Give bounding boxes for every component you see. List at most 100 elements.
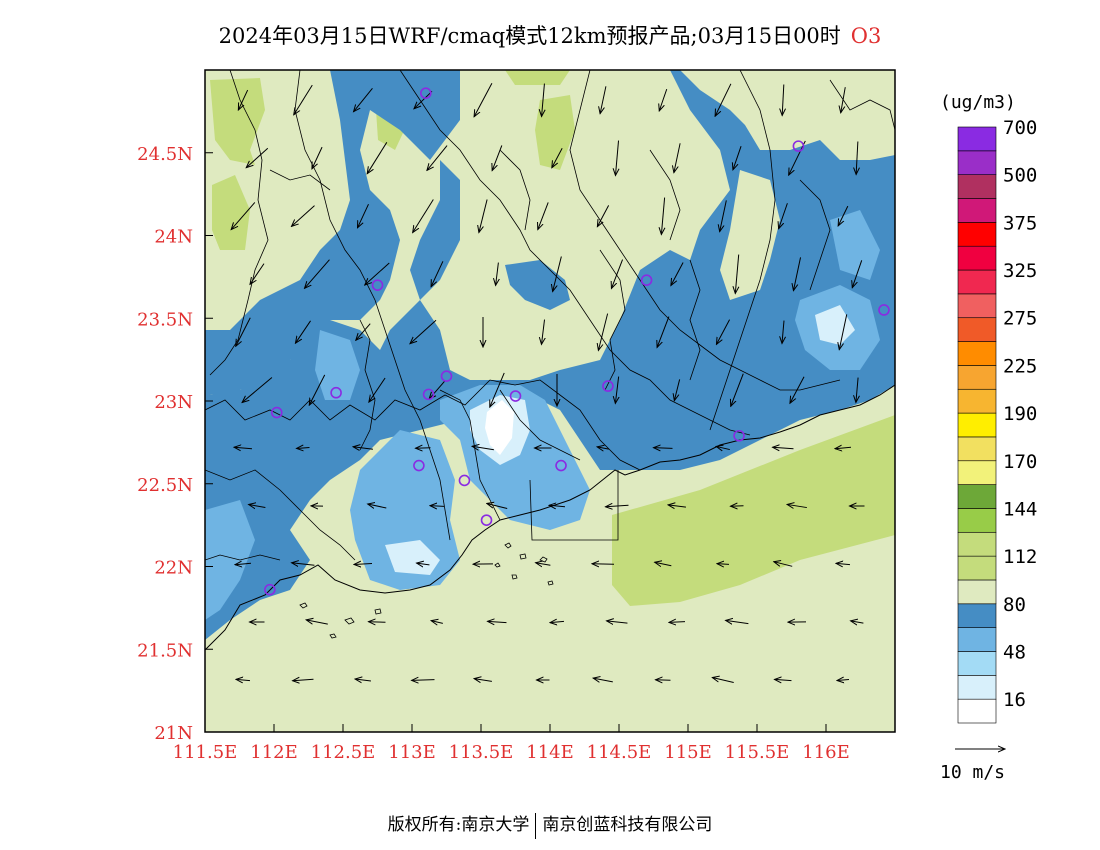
- islands: [299, 542, 554, 639]
- ozone-patch-northeast: [830, 210, 880, 280]
- station-marker: [371, 279, 384, 291]
- legend-swatch: [957, 365, 997, 390]
- y-tick-label: 22.5N: [137, 475, 193, 496]
- wind-arrow: [492, 145, 503, 170]
- wind-arrow: [291, 205, 315, 227]
- legend-swatch: [957, 675, 997, 700]
- wind-arrow: [238, 89, 249, 110]
- station-marker: [458, 474, 471, 487]
- wind-arrow: [297, 448, 310, 449]
- x-tick-label: 113E: [388, 742, 436, 763]
- wind-arrow: [305, 259, 330, 289]
- wind-arrow: [294, 84, 313, 115]
- wind-arrow: [600, 86, 607, 113]
- wind-arrow: [779, 203, 788, 229]
- wind-arrow: [659, 88, 668, 111]
- wind-arrow: [774, 562, 793, 567]
- ozone-patch-w: [212, 175, 250, 250]
- legend-label: 700: [1003, 117, 1037, 139]
- wind-arrow: [787, 504, 807, 507]
- station-marker: [878, 304, 890, 316]
- legend-swatch: [957, 198, 997, 223]
- station-marker: [640, 274, 653, 286]
- legend-swatch: [957, 293, 997, 319]
- legend-swatch: [957, 651, 997, 676]
- wind-arrow: [552, 148, 563, 167]
- wind-arrow: [472, 446, 494, 449]
- wind-arrow: [549, 505, 566, 506]
- wind-arrow: [367, 142, 388, 173]
- wind-arrow: [597, 447, 609, 449]
- color-legend: (ug/m3) 16 48 80 112 144 170 190 225 275 325 375 50…: [940, 92, 1037, 724]
- legend-swatch: [957, 531, 997, 557]
- ozone-patch-sea: [612, 415, 895, 606]
- wind-arrow: [369, 622, 386, 623]
- legend-swatch: [957, 412, 997, 438]
- wind-arrow: [775, 679, 792, 680]
- footer-company: 南京创蓝科技有限公司: [542, 815, 713, 835]
- wind-arrow: [726, 620, 749, 623]
- wind-arrow: [410, 319, 437, 343]
- wind-arrow: [354, 88, 373, 111]
- wind-arrow: [657, 316, 670, 348]
- station-marker: [330, 386, 342, 399]
- wind-arrow: [365, 262, 390, 285]
- y-tick-label: 21.5N: [137, 640, 193, 661]
- ozone-patch-jiangmen: [350, 430, 460, 590]
- wind-arrow: [312, 146, 323, 169]
- wind-arrow: [782, 84, 784, 116]
- wind-arrow: [611, 259, 624, 289]
- wind-reference: 10 m/s: [940, 749, 1005, 783]
- x-tick-label: 113.5E: [449, 742, 514, 763]
- wind-arrow: [474, 679, 492, 682]
- wind-arrow: [773, 447, 794, 448]
- ozone-patch-zhaoqing: [315, 330, 360, 400]
- y-tick-label: 21N: [154, 723, 193, 744]
- wind-arrow: [293, 679, 314, 680]
- wind-arrow: [479, 199, 488, 233]
- wind-arrow: [358, 204, 369, 228]
- legend-label: 170: [1003, 451, 1037, 473]
- wind-arrow: [835, 447, 852, 448]
- ozone-low-east: [815, 305, 855, 345]
- legend-label: 80: [1003, 594, 1026, 616]
- y-tick-label: 23.5N: [137, 309, 193, 330]
- y-tick-label: 24N: [154, 227, 193, 248]
- wind-arrow: [550, 621, 565, 622]
- legend-swatch: [957, 555, 997, 581]
- x-tick-label: 115E: [664, 742, 712, 763]
- station-marker: [440, 370, 453, 382]
- wind-arrow: [235, 563, 252, 564]
- wind-arrow: [852, 260, 863, 287]
- wind-arrow: [607, 621, 628, 623]
- legend-label: 48: [1003, 641, 1026, 663]
- wind-reference-label: 10 m/s: [940, 762, 1005, 783]
- wind-arrow: [856, 141, 858, 175]
- legend-swatch: [957, 388, 997, 414]
- ozone-low-jiangmen: [385, 540, 440, 575]
- wind-arrow: [593, 678, 613, 682]
- wind-arrow: [856, 377, 858, 403]
- legend-label: 144: [1003, 498, 1037, 520]
- wind-arrow: [615, 140, 618, 176]
- wind-arrow: [538, 202, 549, 229]
- wind-arrow: [541, 319, 544, 345]
- wind-arrow: [431, 261, 444, 286]
- legend-swatch: [957, 341, 997, 366]
- y-tick-label: 22N: [154, 558, 193, 579]
- ozone-patch-nw: [210, 78, 265, 165]
- wind-arrow: [417, 563, 430, 565]
- station-marker: [270, 406, 283, 419]
- wind-arrow: [246, 147, 269, 167]
- y-tick-label: 23N: [154, 392, 193, 413]
- legend-label: 325: [1003, 260, 1037, 282]
- wind-arrow: [236, 317, 251, 347]
- wind-arrow: [715, 83, 732, 116]
- wind-arrow: [661, 197, 664, 235]
- wind-arrow: [615, 376, 618, 404]
- wind-arrow: [716, 446, 730, 449]
- wind-vectors: [231, 82, 865, 682]
- x-tick-label: 114.5E: [587, 742, 652, 763]
- wind-arrow: [496, 262, 499, 286]
- wind-arrow: [656, 680, 671, 681]
